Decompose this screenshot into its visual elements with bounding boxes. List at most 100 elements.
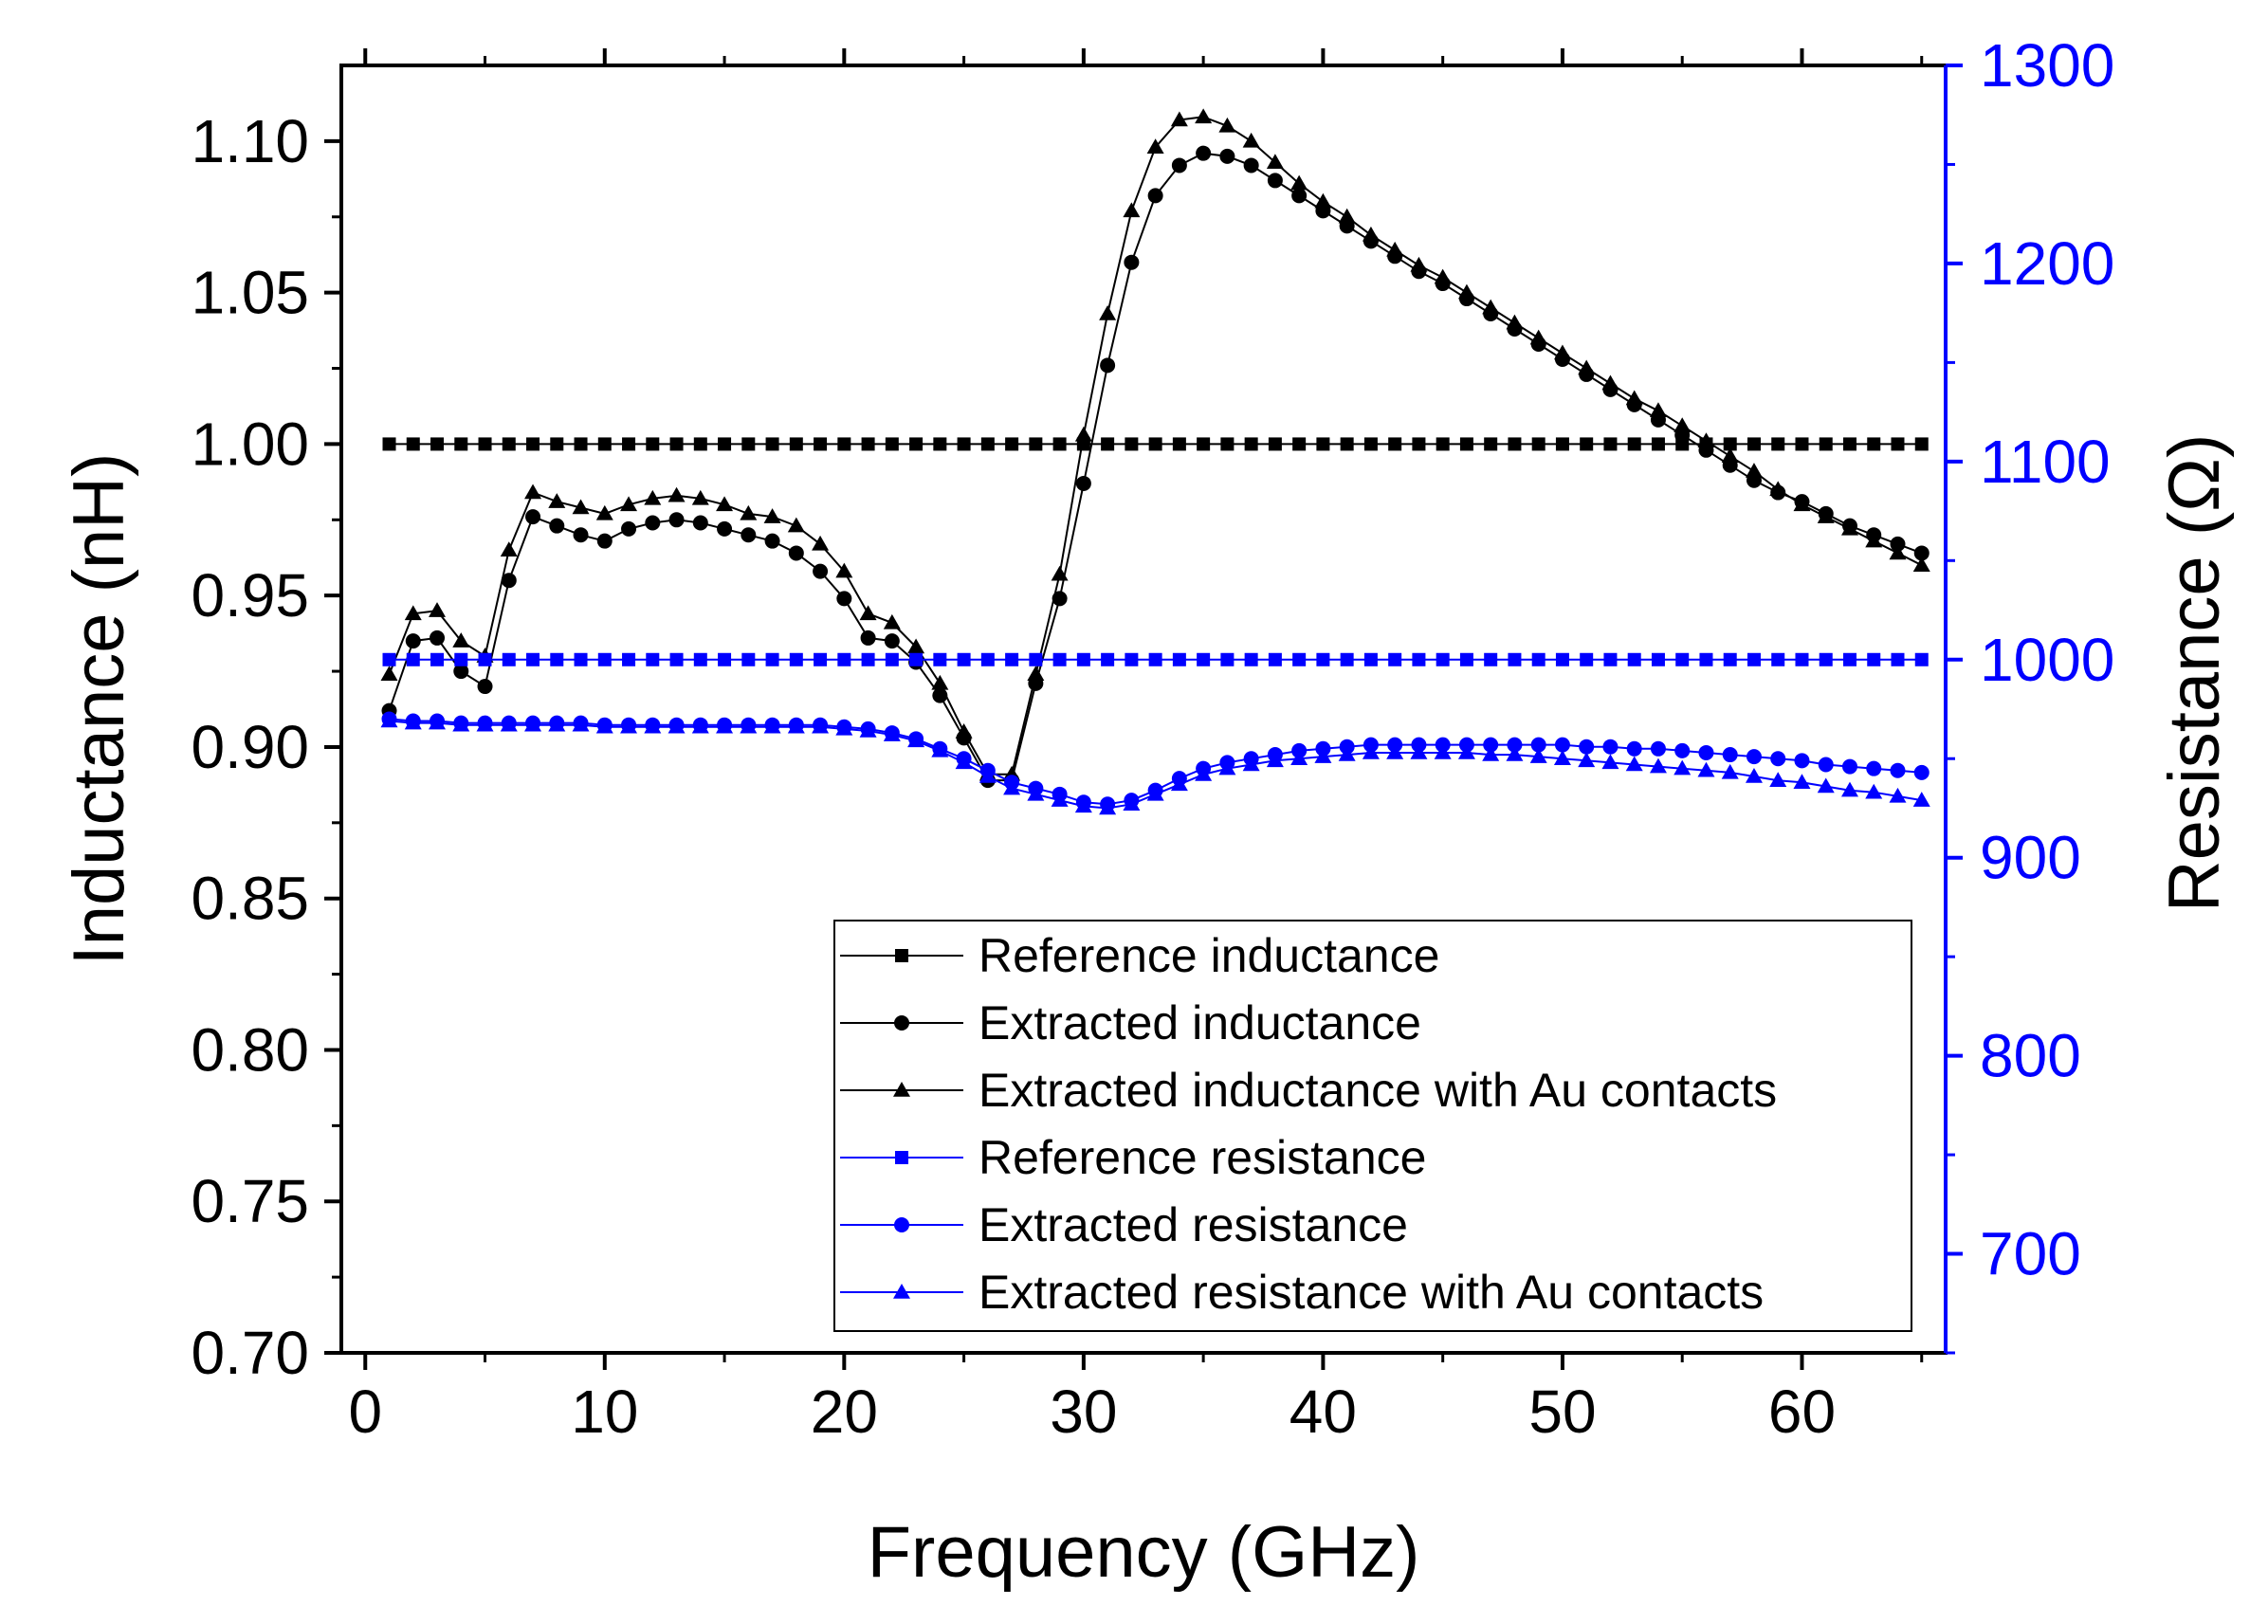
series-point-5-53 [1649, 757, 1667, 774]
series-point-2-61 [1840, 520, 1858, 536]
series-point-3-25 [980, 652, 995, 666]
y-right-tick-label: 700 [1980, 1220, 2081, 1288]
series-point-2-41 [1362, 226, 1380, 242]
series-point-5-5 [500, 716, 518, 732]
series-point-3-37 [1268, 652, 1282, 666]
legend-box [833, 920, 1912, 1332]
series-point-0-53 [1651, 437, 1665, 451]
series-point-0-21 [885, 437, 899, 451]
series-point-0-47 [1508, 437, 1522, 451]
series-point-0-22 [909, 437, 924, 451]
series-point-5-35 [1218, 759, 1236, 776]
series-point-0-25 [980, 437, 995, 451]
series-point-1-19 [836, 591, 852, 607]
series-point-5-40 [1338, 746, 1356, 761]
series-point-1-2 [430, 630, 446, 646]
series-point-2-18 [812, 535, 830, 551]
series-point-2-17 [787, 517, 805, 533]
legend-label-1: Extracted inductance [979, 996, 1421, 1049]
series-point-4-54 [1674, 742, 1691, 758]
series-point-0-8 [574, 437, 588, 451]
series-point-5-38 [1290, 750, 1308, 765]
series-point-3-48 [1531, 652, 1546, 666]
series-point-2-0 [380, 666, 398, 682]
series-point-4-46 [1483, 737, 1499, 753]
series-point-2-30 [1099, 305, 1117, 320]
legend-marker-4 [894, 1217, 909, 1232]
y-left-tick-label: 0.95 [191, 561, 309, 630]
series-point-0-36 [1244, 437, 1258, 451]
series-point-1-37 [1267, 173, 1283, 189]
series-point-2-11 [644, 489, 662, 505]
series-point-2-32 [1146, 138, 1164, 155]
series-point-2-12 [668, 486, 686, 502]
series-point-4-62 [1866, 760, 1882, 776]
series-point-5-47 [1506, 746, 1524, 761]
series-point-5-25 [979, 768, 997, 783]
series-point-3-8 [574, 652, 588, 666]
series-point-3-12 [669, 652, 684, 666]
series-point-3-11 [646, 652, 660, 666]
series-point-0-40 [1340, 437, 1354, 451]
series-point-0-3 [454, 437, 468, 451]
legend-marker-2 [893, 1082, 910, 1097]
series-point-0-59 [1795, 437, 1809, 451]
series-point-4-58 [1770, 751, 1786, 767]
series-point-3-23 [933, 652, 947, 666]
series-point-5-20 [859, 721, 877, 738]
series-point-1-38 [1291, 188, 1308, 204]
series-point-2-63 [1889, 544, 1907, 560]
series-point-3-60 [1819, 652, 1833, 666]
series-point-0-38 [1292, 437, 1307, 451]
series-point-3-61 [1842, 652, 1856, 666]
series-point-1-28 [1052, 591, 1068, 607]
series-point-5-45 [1457, 743, 1475, 759]
series-point-1-21 [884, 633, 900, 649]
series-point-2-21 [883, 613, 901, 630]
series-point-2-49 [1553, 344, 1571, 360]
series-point-5-50 [1578, 752, 1596, 768]
series-point-0-57 [1747, 437, 1761, 451]
series-point-1-11 [645, 515, 661, 531]
series-point-1-7 [549, 518, 565, 534]
legend-label-0: Reference inductance [979, 929, 1439, 982]
series-point-1-4 [477, 679, 493, 695]
series-point-3-4 [478, 652, 492, 666]
series-point-2-44 [1434, 268, 1452, 284]
y-right-tick-label: 900 [1980, 824, 2081, 892]
series-point-0-43 [1412, 437, 1426, 451]
x-tick-label: 40 [1289, 1378, 1357, 1446]
series-point-0-42 [1388, 437, 1402, 451]
series-point-3-33 [1172, 652, 1186, 666]
series-point-5-19 [835, 720, 853, 736]
series-point-3-2 [430, 652, 445, 666]
series-point-2-1 [404, 605, 422, 621]
x-tick-label: 20 [811, 1378, 878, 1446]
series-point-5-41 [1362, 743, 1380, 759]
series-point-0-18 [814, 437, 828, 451]
series-point-5-34 [1195, 765, 1213, 781]
series-point-0-28 [1052, 437, 1067, 451]
series-point-2-59 [1793, 496, 1811, 512]
series-point-0-56 [1723, 437, 1737, 451]
series-point-3-59 [1795, 652, 1809, 666]
series-point-1-31 [1124, 254, 1140, 270]
series-point-3-21 [885, 652, 899, 666]
series-point-2-24 [955, 722, 973, 739]
series-point-3-34 [1197, 652, 1211, 666]
x-tick-label: 10 [571, 1378, 638, 1446]
series-point-5-60 [1817, 777, 1835, 794]
series-point-1-16 [764, 533, 780, 549]
series-point-0-16 [765, 437, 779, 451]
legend-label-3: Reference resistance [979, 1131, 1426, 1184]
series-point-1-15 [741, 527, 757, 543]
series-point-5-54 [1674, 759, 1692, 776]
series-point-2-47 [1506, 314, 1524, 330]
series-point-5-49 [1553, 750, 1571, 765]
series-point-2-42 [1386, 241, 1404, 257]
series-point-5-29 [1074, 797, 1092, 813]
series-point-2-23 [931, 674, 949, 690]
series-point-3-0 [382, 652, 396, 666]
series-point-1-5 [501, 573, 517, 589]
